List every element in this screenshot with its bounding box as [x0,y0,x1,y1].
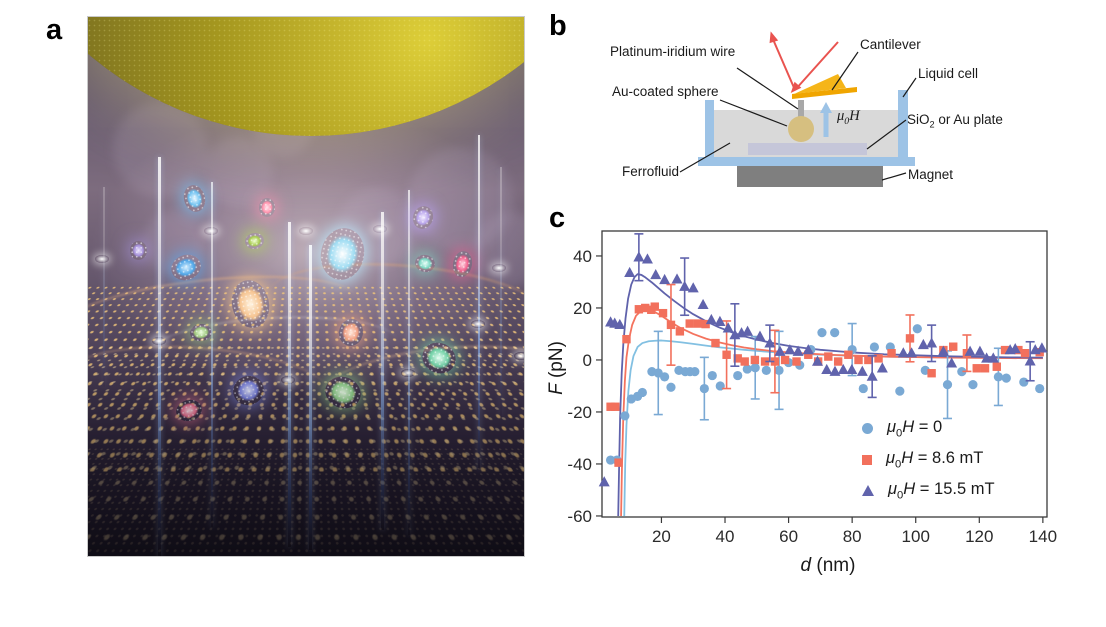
field-arrowhead [820,102,832,113]
sparkle [204,227,218,235]
magnet-shape [737,166,883,187]
legend-mu: μ [886,448,896,467]
label-plate: SiO2 or Au plate [907,112,1003,130]
sparkle [152,337,166,345]
label-plate-text: SiO [907,112,930,127]
legend-H: H [902,417,915,436]
legend-H: H [903,479,916,498]
svg-text:40: 40 [716,527,735,546]
sphere-shape [788,116,814,142]
label-field: μ0H [837,108,860,127]
glow-ellipse [130,241,147,260]
light-beam [478,135,480,470]
legend-marker-circle [862,423,873,434]
label-liquid-cell: Liquid cell [918,66,979,81]
laser-arrowhead [769,31,779,44]
laser-beam-in [794,41,839,91]
panel-a-illustration [87,16,525,557]
label-field-mu: μ [837,108,845,124]
setup-diagram [679,31,917,187]
legend-value: = 15.5 mT [915,479,995,498]
sparkle [373,225,387,233]
liquid-cell-right-wall [898,90,908,157]
legend-mu: μ [887,417,897,436]
legend-sub: 0 [897,489,904,502]
svg-text:120: 120 [965,527,993,546]
svg-text:60: 60 [779,527,798,546]
sparkle [492,264,506,272]
y-axis-symbol: F [546,383,567,395]
label-field-sub: 0 [844,115,850,127]
svg-text:0: 0 [583,351,592,370]
x-axis-symbol: d [800,555,812,576]
legend-value: = 0 [914,417,943,436]
label-ferrofluid: Ferrofluid [622,164,680,179]
panel-label-a: a [46,14,63,46]
laser-arrowhead [790,81,802,94]
y-axis-unit: (pN) [546,341,567,384]
label-magnet: Magnet [908,167,954,182]
legend-value: = 8.6 mT [913,448,984,467]
connector-line-magnet [881,172,907,181]
legend-label: μ0H = 8.6 mT [886,449,983,470]
legend-label: μ0H = 15.5 mT [888,480,995,501]
label-platinum-wire: Platinum-iridium wire [610,44,736,59]
liquid-cell-left-wall [705,100,714,157]
svg-text:20: 20 [652,527,671,546]
svg-text:140: 140 [1029,527,1057,546]
legend-H: H [901,448,914,467]
light-beam [500,167,502,417]
legend-mu: μ [888,479,898,498]
svg-text:-20: -20 [567,403,592,422]
sparkle [299,227,313,235]
svg-text:100: 100 [902,527,930,546]
force-distance-chart: 20 40 60 80 100 120 140 40 20 0 -20 -40 -60 [567,230,1057,546]
connector-line-sphere [719,99,788,127]
svg-text:-40: -40 [567,455,592,474]
bokeh-circle [408,147,513,252]
legend-label: μ0H = 0 [887,418,942,439]
legend-row: μ0H = 8.6 mT [862,444,995,475]
connector-line-ferrofluid [679,142,731,173]
svg-text:80: 80 [843,527,862,546]
connector-line-liquid-cell [902,77,917,98]
legend-marker-square [862,454,872,465]
cantilever-shape [792,87,857,99]
x-axis-unit: (nm) [811,555,856,576]
panel-label-b: b [549,10,567,42]
panel-label-c: c [549,202,566,234]
floor-shade [88,356,524,556]
x-axis-label: d (nm) [758,555,898,577]
label-au-sphere: Au-coated sphere [612,84,719,99]
legend-row: μ0H = 0 [862,413,995,444]
label-plate-text2: or Au plate [934,112,1003,127]
legend-sub: 0 [896,427,903,440]
plate-shape [748,143,867,155]
connector-line-cantilever [831,51,859,91]
sparkle [95,255,109,263]
sparkle [471,320,485,328]
wire-shape [798,100,804,118]
light-beam [211,182,213,527]
connector-line-plate [866,119,907,150]
bokeh-circle [203,137,273,207]
legend-sub: 0 [895,458,902,471]
svg-text:-60: -60 [567,507,592,526]
glow-ellipse [259,198,275,217]
label-field-H: H [849,108,860,124]
label-cantilever: Cantilever [860,37,921,52]
svg-text:20: 20 [573,299,592,318]
liquid-cell-bottom [698,157,915,166]
legend-row: μ0H = 15.5 mT [862,475,995,506]
y-axis-label: F (pN) [546,341,568,395]
light-beam [103,187,105,387]
legend-marker-triangle [862,485,874,496]
svg-text:40: 40 [573,247,592,266]
label-plate-sub: 2 [929,119,935,130]
chart-legend: μ0H = 0 μ0H = 8.6 mT μ0H = 15.5 mT [862,413,995,506]
laser-beam-out [771,36,796,91]
connector-line-wire [736,67,799,110]
